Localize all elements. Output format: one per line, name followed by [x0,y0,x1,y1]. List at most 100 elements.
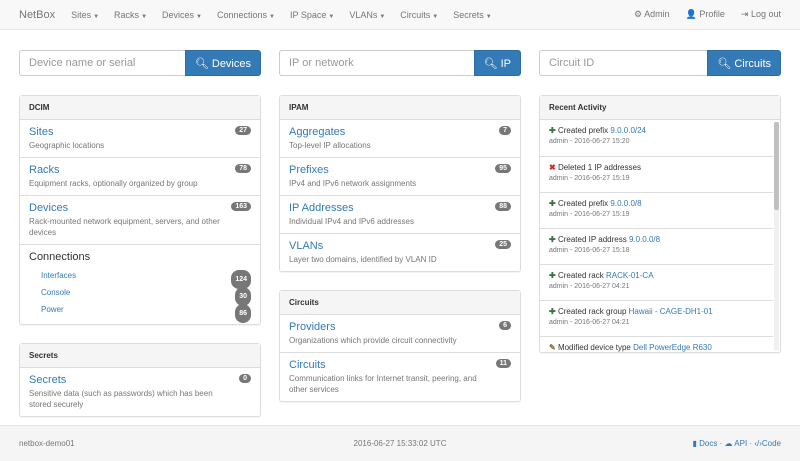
panel-heading: Circuits [280,291,520,315]
item-link[interactable]: IP Addresses [289,202,354,214]
panel-heading: Secrets [20,344,260,368]
caret-down-icon: ▼ [141,13,148,20]
dcim-panel: DCIM Sites Geographic locations 27 Racks Equ… [19,95,261,325]
count-badge: 7 [499,126,511,135]
api-link[interactable]: ☁ API [724,439,748,448]
nav-menu-ip-space[interactable]: IP Space ▼ [289,9,335,20]
count-badge: 78 [235,164,251,173]
ipam-panel: IPAM Aggregates Top-level IP allocations 7… [279,95,521,272]
nav-menu-connections[interactable]: Connections ▼ [216,9,275,20]
panel-heading: DCIM [20,96,260,120]
scrollbar-thumb[interactable] [774,122,779,210]
caret-down-icon: ▼ [269,13,275,20]
ip-search-input[interactable] [279,50,474,76]
plus-icon: ✚ [549,235,556,244]
ip-search-button[interactable]: 🔍︎ IP [473,50,521,76]
search-icon: 🔍︎ [483,57,498,70]
nav-menu-racks[interactable]: Racks ▼ [114,9,148,20]
plus-icon: ✚ [549,271,556,280]
count-badge: 124 [231,270,251,289]
admin-link[interactable]: ⚙ Admin [634,9,670,19]
device-search: Device name or serial 🔍︎ Devices [19,50,261,76]
item-link[interactable]: Circuits [289,359,326,371]
caret-down-icon: ▼ [485,13,492,20]
gear-icon: ⚙ [634,9,643,19]
logout-link[interactable]: ⇥ Log out [740,9,781,19]
list-item: VLANs Layer two domains, identified by VL… [280,233,520,271]
list-item: Devices Rack-mounted network equipment, s… [20,195,260,244]
item-link[interactable]: Aggregates [289,126,346,138]
caret-down-icon: ▼ [196,13,202,20]
user-icon: 👤 [685,9,697,19]
separator: · [719,439,723,448]
item-link[interactable]: VLANs [289,240,324,252]
caret-down-icon: ▼ [432,13,439,20]
count-badge: 86 [235,304,251,323]
plus-icon: ✚ [549,126,556,135]
activity-meta: admin - 2016-06-27 15:19 [549,211,630,218]
activity-item: ✚ Created IP address 9.0.0.0/8 admin - 20… [540,228,773,264]
scrollbar[interactable] [774,122,779,350]
item-link[interactable]: Racks [29,164,60,176]
code-link[interactable]: ‹/›Code [754,439,781,448]
item-description: IPv4 and IPv6 network assignments [289,179,417,188]
item-description: Rack-mounted network equipment, servers,… [29,217,220,237]
item-link[interactable]: Devices [29,202,69,214]
device-search-input[interactable] [19,50,185,76]
item-link[interactable]: Secrets [29,374,67,386]
activity-object-link[interactable]: RACK-01-CA [605,271,654,280]
activity-item: ✚ Created prefix 9.0.0.0/8 admin - 2016-0… [540,192,773,228]
count-badge: 88 [495,202,511,211]
connections-group: Connections Interfaces 124 Console 30 Power 8… [20,244,260,324]
circuit-search-button[interactable]: 🔍︎ Circuits [707,50,781,76]
logout-icon: ⇥ [740,9,749,19]
list-item: Circuits Communication links for Internet… [280,352,520,401]
activity-object-link[interactable]: 9.0.0.0/8 [610,199,642,208]
item-link[interactable]: Sites [29,126,54,138]
docs-link[interactable]: ▮ Docs [692,439,718,448]
nav-menu-circuits[interactable]: Circuits ▼ [400,9,439,20]
book-icon: ▮ [692,439,697,448]
activity-item: ✚ Created rack group Hawaii - CAGE-DH1-0… [540,300,773,336]
item-description: Equipment racks, optionally organized by… [29,179,198,188]
connection-link[interactable]: Interfaces [41,271,77,280]
plus-icon: ✚ [549,307,556,316]
profile-link[interactable]: 👤 Profile [685,9,725,19]
connection-link[interactable]: Console [41,288,71,297]
navbar: NetBox Sites ▼ Racks ▼ Devices ▼ Connections ▼ I… [0,0,800,30]
nav-menu-secrets[interactable]: Secrets ▼ [453,9,492,20]
connection-link[interactable]: Power [41,305,64,314]
cloud-icon: ☁ [724,439,733,448]
item-link[interactable]: Prefixes [289,164,329,176]
activity-item: ✚ Created prefix 9.0.0.0/24 admin - 2016-… [540,120,773,156]
item-link[interactable]: Providers [289,321,336,333]
circuit-search-input[interactable] [539,50,708,76]
connection-item: Interfaces 124 [29,267,251,289]
count-badge: 95 [495,164,511,173]
list-item: Providers Organizations which provide cir… [280,315,520,352]
item-description: Sensitive data (such as passwords) which… [29,389,213,409]
activity-object-link[interactable]: Hawaii - CAGE-DH1-01 [628,307,713,316]
activity-object-link[interactable]: 9.0.0.0/8 [628,235,661,244]
activity-item: ✎ Modified device type Dell PowerEdge R6… [540,336,773,352]
activity-meta: admin - 2016-06-27 04:21 [549,319,630,326]
nav-menu-devices[interactable]: Devices ▼ [162,9,202,20]
count-badge: 11 [495,359,511,368]
circuits-panel: Circuits Providers Organizations which pr… [279,290,521,402]
search-icon: 🔍︎ [194,57,209,70]
item-description: Individual IPv4 and IPv6 addresses [289,217,414,226]
activity-item: ✚ Created rack RACK-01-CA admin - 2016-06… [540,264,773,300]
activity-object-link[interactable]: Dell PowerEdge R630 [633,343,712,352]
nav-menu-vlans[interactable]: VLANs ▼ [349,9,386,20]
list-item: Aggregates Top-level IP allocations 7 [280,120,520,157]
item-description: Geographic locations [29,141,105,150]
connections-title: Connections [29,251,91,263]
brand-link[interactable]: NetBox [19,8,56,21]
nav-menu-sites[interactable]: Sites ▼ [71,9,100,20]
activity-object-link[interactable]: 9.0.0.0/24 [610,126,647,135]
activity-meta: admin - 2016-06-27 15:20 [549,138,630,145]
device-search-button[interactable]: 🔍︎ Devices [184,50,261,76]
count-badge: 6 [499,321,511,330]
count-badge: 30 [235,287,251,306]
list-item: Prefixes IPv4 and IPv6 network assignment… [280,157,520,195]
